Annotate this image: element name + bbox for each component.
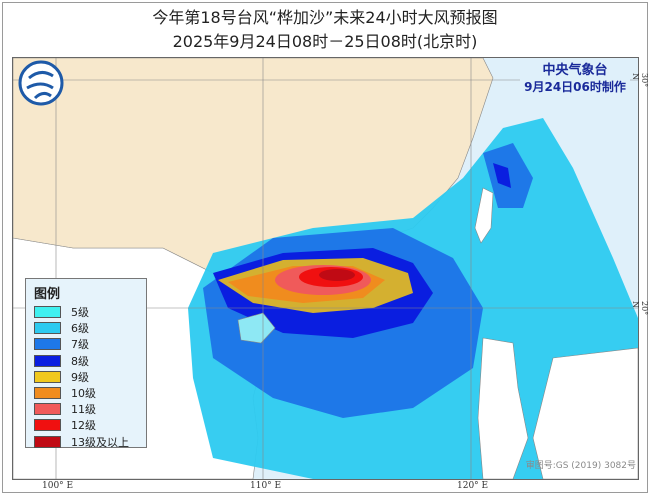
legend-item: 8级 — [34, 353, 146, 369]
map-subtitle: 2025年9月24日08时－25日08时(北京时) — [172, 32, 478, 51]
visayas-land — [532, 347, 638, 479]
legend-swatch — [34, 419, 61, 432]
lon-label-120: 120° E — [457, 481, 489, 491]
wind-zone-8-north — [493, 163, 511, 188]
map-title: 今年第18号台风“桦加沙”未来24小时大风预报图 — [152, 8, 498, 27]
map-graphic — [13, 58, 638, 479]
legend-label: 12级 — [71, 419, 96, 433]
legend-item: 5级 — [34, 304, 146, 320]
legend-item: 9级 — [34, 369, 146, 385]
legend-item: 7级 — [34, 336, 146, 352]
legend-label: 13级及以上 — [71, 435, 129, 449]
legend-swatch — [34, 354, 61, 367]
legend-label: 9级 — [71, 370, 89, 384]
cma-logo — [18, 60, 64, 106]
legend: 图例 5级 6级 7级 8级 9级 10级 11级 12级 13级及以上 — [25, 278, 147, 450]
legend-label: 7级 — [71, 338, 89, 352]
taiwan-land — [474, 187, 494, 244]
map-approval-number: 审图号:GS (2019) 3082号 — [525, 461, 636, 471]
legend-label: 8级 — [71, 354, 89, 368]
hainan-land — [237, 312, 276, 344]
agency-name: 中央气象台 — [542, 63, 608, 78]
legend-swatch — [34, 322, 61, 335]
issue-time: 9月24日06时制作 — [524, 80, 626, 94]
legend-item: 11级 — [34, 401, 146, 417]
wind-zone-13 — [319, 269, 355, 281]
luzon-land — [477, 337, 529, 479]
legend-label: 6级 — [71, 322, 89, 336]
lat-label-20: 20° N — [631, 301, 649, 316]
legend-item: 6级 — [34, 320, 146, 336]
legend-item: 10级 — [34, 385, 146, 401]
legend-label: 11级 — [71, 403, 96, 417]
legend-swatch — [34, 435, 61, 448]
lat-label-30: 30° N — [631, 73, 649, 88]
legend-label: 10级 — [71, 387, 96, 401]
legend-title: 图例 — [34, 287, 61, 302]
legend-swatch — [34, 387, 61, 400]
agency-label: 中央气象台 9月24日06时制作 — [520, 62, 630, 95]
legend-swatch — [34, 370, 61, 383]
legend-item: 13级及以上 — [34, 434, 146, 450]
legend-label: 5级 — [71, 306, 89, 320]
legend-swatch — [34, 338, 61, 351]
legend-item: 12级 — [34, 417, 146, 433]
lon-label-110: 110° E — [250, 481, 282, 491]
legend-swatch — [34, 403, 61, 416]
lon-label-100: 100° E — [42, 481, 74, 491]
legend-swatch — [34, 306, 61, 319]
